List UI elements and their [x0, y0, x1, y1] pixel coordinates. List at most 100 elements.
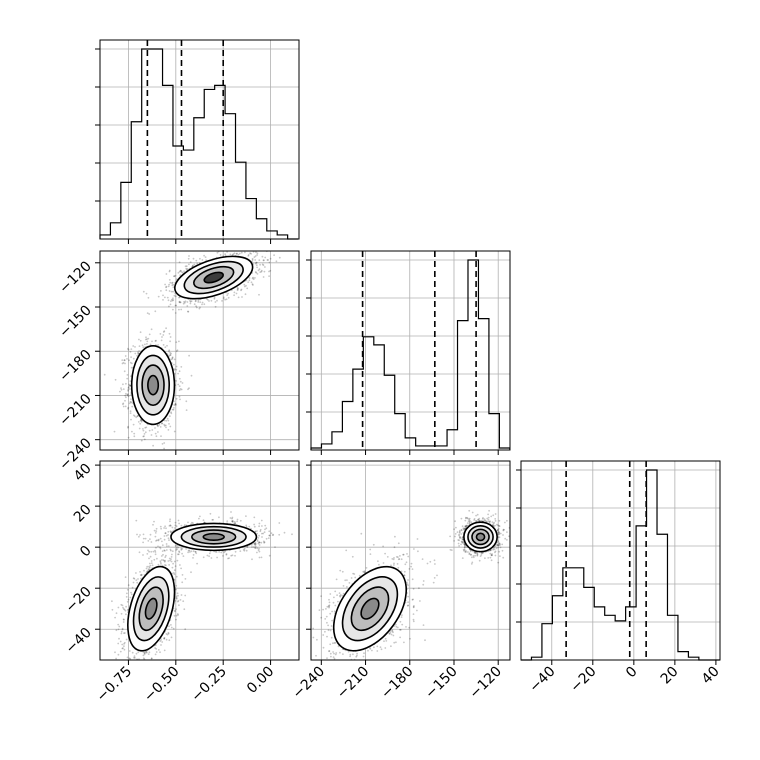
sample-point	[171, 526, 174, 529]
sample-point	[164, 283, 167, 286]
sample-point	[173, 407, 175, 409]
sample-point	[177, 546, 180, 549]
sample-point	[160, 644, 162, 646]
sample-point	[117, 606, 120, 609]
sample-point	[185, 548, 188, 550]
sample-point	[162, 331, 165, 333]
sample-point	[136, 415, 139, 417]
sample-point	[253, 256, 256, 258]
sample-point	[170, 624, 172, 626]
sample-point	[117, 628, 120, 631]
sample-point	[168, 557, 171, 560]
sample-point	[157, 344, 160, 346]
sample-point	[165, 327, 168, 330]
contour-line	[130, 345, 176, 426]
sample-point	[187, 310, 190, 313]
sample-point	[254, 262, 257, 265]
sample-point	[176, 613, 179, 615]
sample-point	[135, 572, 137, 574]
sample-point	[132, 581, 135, 584]
sample-point	[243, 283, 246, 286]
sample-point	[216, 251, 219, 254]
sample-point	[140, 574, 143, 577]
sample-point	[163, 637, 166, 639]
sample-point	[175, 404, 177, 406]
sample-point	[230, 554, 233, 557]
sample-point	[119, 650, 122, 653]
sample-point	[143, 435, 145, 438]
sample-point	[184, 578, 187, 580]
sample-point	[243, 549, 246, 552]
sample-point	[162, 344, 165, 346]
sample-point	[243, 246, 245, 248]
sample-point	[154, 653, 157, 656]
sample-point	[118, 637, 120, 640]
sample-point	[138, 665, 140, 667]
sample-point	[130, 398, 132, 400]
sample-point	[262, 540, 265, 543]
sample-point	[161, 422, 164, 425]
sample-point	[222, 296, 225, 299]
sample-point	[149, 343, 152, 346]
sample-point	[219, 254, 222, 256]
sample-point	[224, 298, 227, 301]
sample-point	[142, 435, 145, 438]
sample-point	[170, 558, 172, 560]
sample-point	[147, 549, 149, 552]
sample-point	[169, 415, 171, 417]
sample-point	[144, 426, 147, 429]
sample-point	[134, 352, 137, 355]
sample-point	[162, 334, 165, 336]
sample-point	[243, 547, 246, 550]
sample-point	[187, 521, 189, 524]
sample-point	[164, 296, 166, 299]
sample-point	[127, 387, 130, 389]
sample-point	[115, 657, 117, 660]
sample-point	[137, 664, 139, 666]
sample-point	[124, 632, 126, 634]
sample-point	[146, 343, 148, 345]
sample-point	[175, 575, 178, 578]
sample-point	[169, 530, 172, 533]
sample-point	[283, 531, 286, 534]
sample-point	[127, 395, 130, 398]
sample-point	[129, 388, 131, 390]
sample-point	[150, 550, 153, 553]
sample-point	[129, 596, 132, 599]
sample-point	[231, 521, 234, 523]
sample-point	[173, 368, 176, 370]
sample-point	[155, 540, 157, 542]
sample-point	[132, 577, 135, 579]
sample-point	[178, 377, 181, 380]
sample-point	[255, 261, 258, 264]
sample-point	[155, 651, 158, 653]
sample-point	[121, 627, 124, 630]
sample-point	[184, 265, 187, 268]
sample-point	[168, 639, 171, 642]
sample-point	[264, 524, 267, 527]
sample-point	[165, 273, 168, 275]
sample-point	[149, 538, 151, 540]
sample-point	[213, 297, 216, 300]
sample-point	[258, 556, 261, 559]
sample-point	[165, 527, 167, 530]
sample-point	[169, 340, 172, 343]
sample-point	[261, 525, 263, 527]
sample-point	[195, 552, 198, 555]
sample-point	[161, 661, 163, 663]
sample-point	[124, 362, 126, 365]
sample-point	[139, 422, 142, 425]
sample-point	[268, 270, 270, 273]
sample-point	[136, 533, 138, 536]
sample-point	[172, 286, 175, 289]
sample-point	[173, 358, 176, 361]
sample-point	[183, 608, 186, 611]
sample-point	[254, 259, 257, 261]
sample-point	[159, 640, 162, 642]
sample-point	[169, 525, 172, 527]
sample-point	[239, 550, 242, 552]
sample-point	[149, 533, 152, 536]
sample-point	[164, 525, 167, 528]
sample-point	[163, 330, 166, 333]
